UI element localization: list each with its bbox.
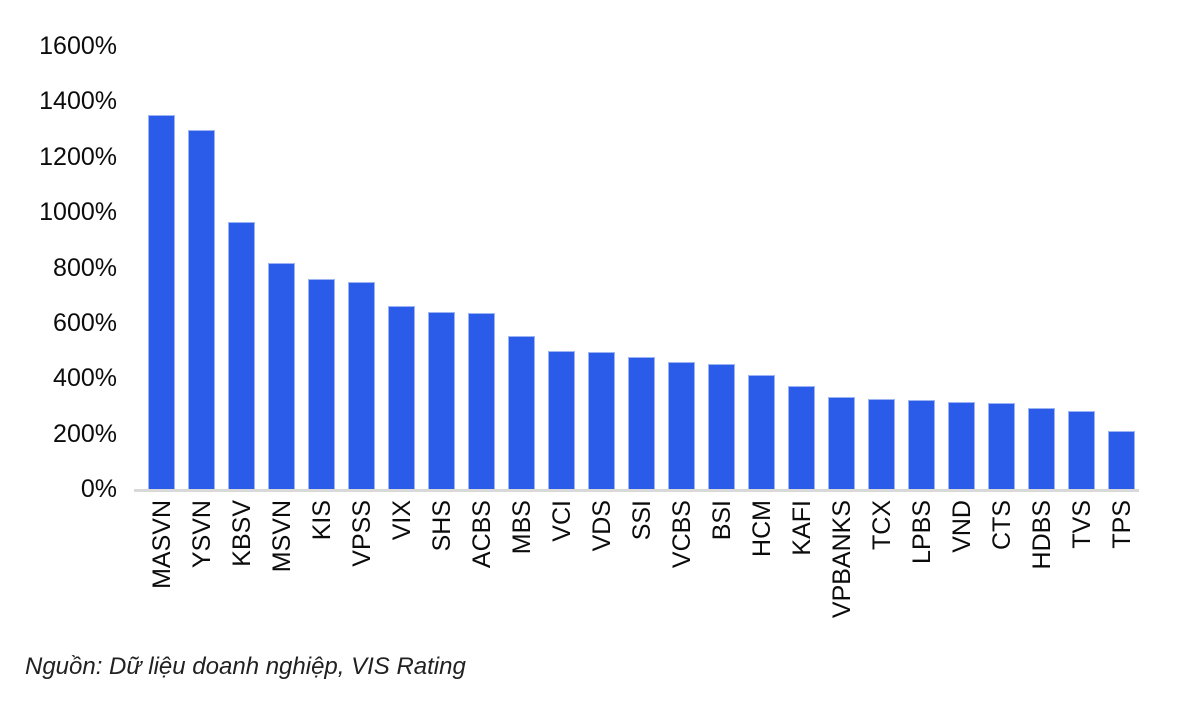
x-tick-label-hcm: HCM <box>747 500 776 557</box>
x-tick-label-vix: VIX <box>387 500 416 541</box>
bar-bsi <box>708 364 735 489</box>
bar-masvn <box>148 115 175 489</box>
x-tick-label-ssi: SSI <box>627 500 656 541</box>
x-tick-label-msvn: MSVN <box>267 500 296 573</box>
y-tick-label: 200% <box>53 419 117 448</box>
bar-kis <box>308 279 335 489</box>
y-tick-label: 800% <box>53 253 117 282</box>
bar-kbsv <box>228 222 255 489</box>
x-tick-label-tvs: TVS <box>1067 500 1096 549</box>
y-tick-label: 0% <box>80 475 117 503</box>
x-tick-label-lpbs: LPBS <box>907 500 936 564</box>
x-tick-label-shs: SHS <box>427 500 456 552</box>
bar-mbs <box>508 336 535 489</box>
y-tick-label: 1200% <box>39 142 117 171</box>
x-axis-line <box>134 489 1139 492</box>
bar-hdbs <box>1028 408 1055 489</box>
x-tick-label-kbsv: KBSV <box>227 500 256 567</box>
bar-ssi <box>628 357 655 489</box>
bar-vnd <box>948 402 975 489</box>
y-tick-label: 600% <box>53 308 117 337</box>
x-tick-label-vds: VDS <box>587 500 616 552</box>
bar-cts <box>988 403 1015 489</box>
bar-vpbanks <box>828 397 855 489</box>
bar-shs <box>428 312 455 489</box>
x-tick-label-kafi: KAFI <box>787 500 816 556</box>
x-tick-label-vci: VCI <box>547 500 576 542</box>
x-tick-label-vnd: VND <box>947 500 976 553</box>
bar-vds <box>588 352 615 489</box>
bar-tps <box>1108 431 1135 489</box>
bar-vix <box>388 306 415 489</box>
bar-hcm <box>748 375 775 489</box>
y-tick-label: 1000% <box>39 198 117 227</box>
y-tick-label: 400% <box>53 364 117 393</box>
x-tick-label-vpbanks: VPBANKS <box>827 500 856 619</box>
bar-lpbs <box>908 400 935 489</box>
x-tick-label-mbs: MBS <box>507 500 536 555</box>
bar-vpss <box>348 282 375 489</box>
x-tick-label-kis: KIS <box>307 500 336 541</box>
bar-acbs <box>468 313 495 489</box>
bar-ysvn <box>188 130 215 489</box>
x-tick-label-acbs: ACBS <box>467 500 496 569</box>
bar-vcbs <box>668 362 695 489</box>
y-tick-label: 1400% <box>39 87 117 116</box>
bar-msvn <box>268 263 295 489</box>
bar-tcx <box>868 399 895 489</box>
x-tick-label-ysvn: YSVN <box>187 500 216 569</box>
bar-tvs <box>1068 411 1095 489</box>
source-note: Nguồn: Dữ liệu doanh nghiệp, VIS Rating <box>25 653 466 680</box>
x-tick-label-cts: CTS <box>987 500 1016 550</box>
x-tick-label-masvn: MASVN <box>147 500 176 589</box>
x-tick-label-vcbs: VCBS <box>667 500 696 569</box>
x-tick-label-tcx: TCX <box>867 500 896 550</box>
x-tick-label-vpss: VPSS <box>347 500 376 567</box>
x-tick-label-bsi: BSI <box>707 500 736 541</box>
bar-kafi <box>788 386 815 489</box>
x-tick-label-tps: TPS <box>1107 500 1136 549</box>
bar-vci <box>548 351 575 489</box>
y-tick-label: 1600% <box>39 32 117 60</box>
x-tick-label-hdbs: HDBS <box>1027 500 1056 570</box>
